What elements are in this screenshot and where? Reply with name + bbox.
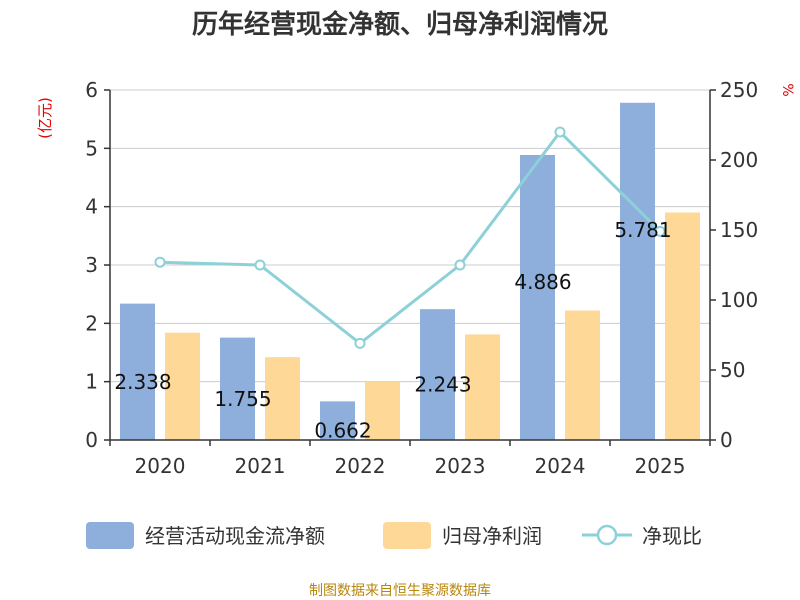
legend-label-cash-flow: 经营活动现金流净额 (145, 524, 325, 548)
bar-net-profit (465, 334, 500, 440)
bar-data-label: 0.662 (314, 419, 371, 443)
x-tick-label: 2021 (235, 454, 286, 478)
bar-cash-flow (520, 154, 555, 440)
bar-cash-flow (120, 303, 155, 440)
legend[interactable]: 经营活动现金流净额 归母净利润 净现比 (86, 522, 702, 549)
left-tick-label: 5 (85, 136, 98, 160)
tick-labels: 0 1 2 3 4 5 6 0 50 100 150 200 250 2020 2021 2022 2023 20… (85, 78, 758, 478)
axes (104, 89, 716, 446)
chart-title: 历年经营现金净额、归母净利润情况 (192, 9, 608, 40)
bar-data-label: 4.886 (514, 270, 571, 294)
line-point (554, 126, 566, 138)
line-point (254, 259, 266, 271)
x-tick-label: 2024 (535, 454, 586, 478)
left-axis-unit: (亿元) (36, 97, 54, 139)
line-point (654, 225, 666, 237)
bar-net-profit (365, 381, 400, 440)
legend-swatch-cash-flow (86, 522, 134, 549)
bar-data-label: 5.781 (614, 218, 671, 242)
x-tick-label: 2022 (335, 454, 386, 478)
bar-net-profit (165, 332, 200, 440)
right-axis-unit: % (779, 83, 795, 96)
bar-data-label: 1.755 (214, 387, 271, 411)
line-point (154, 256, 166, 268)
legend-label-net-profit: 归母净利润 (442, 524, 542, 548)
right-tick-label: 100 (720, 288, 758, 312)
bar-cash-flow (620, 102, 655, 441)
legend-marker-net-cash-ratio (596, 524, 618, 546)
left-tick-label: 2 (85, 311, 98, 335)
bar-cash-flow (320, 401, 355, 440)
right-tick-label: 150 (720, 218, 758, 242)
left-tick-label: 0 (85, 428, 98, 452)
source-note: 制图数据来自恒生聚源数据库 (309, 583, 491, 599)
left-tick-label: 4 (85, 195, 98, 219)
line-point (354, 337, 366, 349)
x-tick-label: 2020 (135, 454, 186, 478)
bar-data-label: 2.243 (414, 373, 471, 397)
left-tick-label: 6 (85, 78, 98, 102)
x-tick-label: 2023 (435, 454, 486, 478)
data-labels: 2.338 1.755 0.662 2.243 4.886 5.781 (114, 218, 671, 443)
bar-cash-flow (220, 337, 255, 440)
line-net-cash-ratio (159, 129, 662, 346)
bar-cash-flow (420, 309, 455, 440)
bar-net-profit (665, 212, 700, 440)
bar-net-profit (565, 310, 600, 440)
line-series (154, 126, 666, 349)
bar-data-label: 2.338 (114, 370, 171, 394)
right-tick-label: 200 (720, 148, 758, 172)
right-tick-label: 0 (720, 428, 733, 452)
bar-net-profit (265, 357, 300, 440)
bars (120, 102, 700, 441)
legend-swatch-net-profit (383, 522, 431, 549)
left-tick-label: 3 (85, 253, 98, 277)
right-tick-label: 50 (720, 358, 745, 382)
legend-label-net-cash-ratio: 净现比 (642, 524, 702, 548)
x-tick-label: 2025 (635, 454, 686, 478)
line-point (454, 259, 466, 271)
right-tick-label: 250 (720, 78, 758, 102)
left-tick-label: 1 (85, 370, 98, 394)
